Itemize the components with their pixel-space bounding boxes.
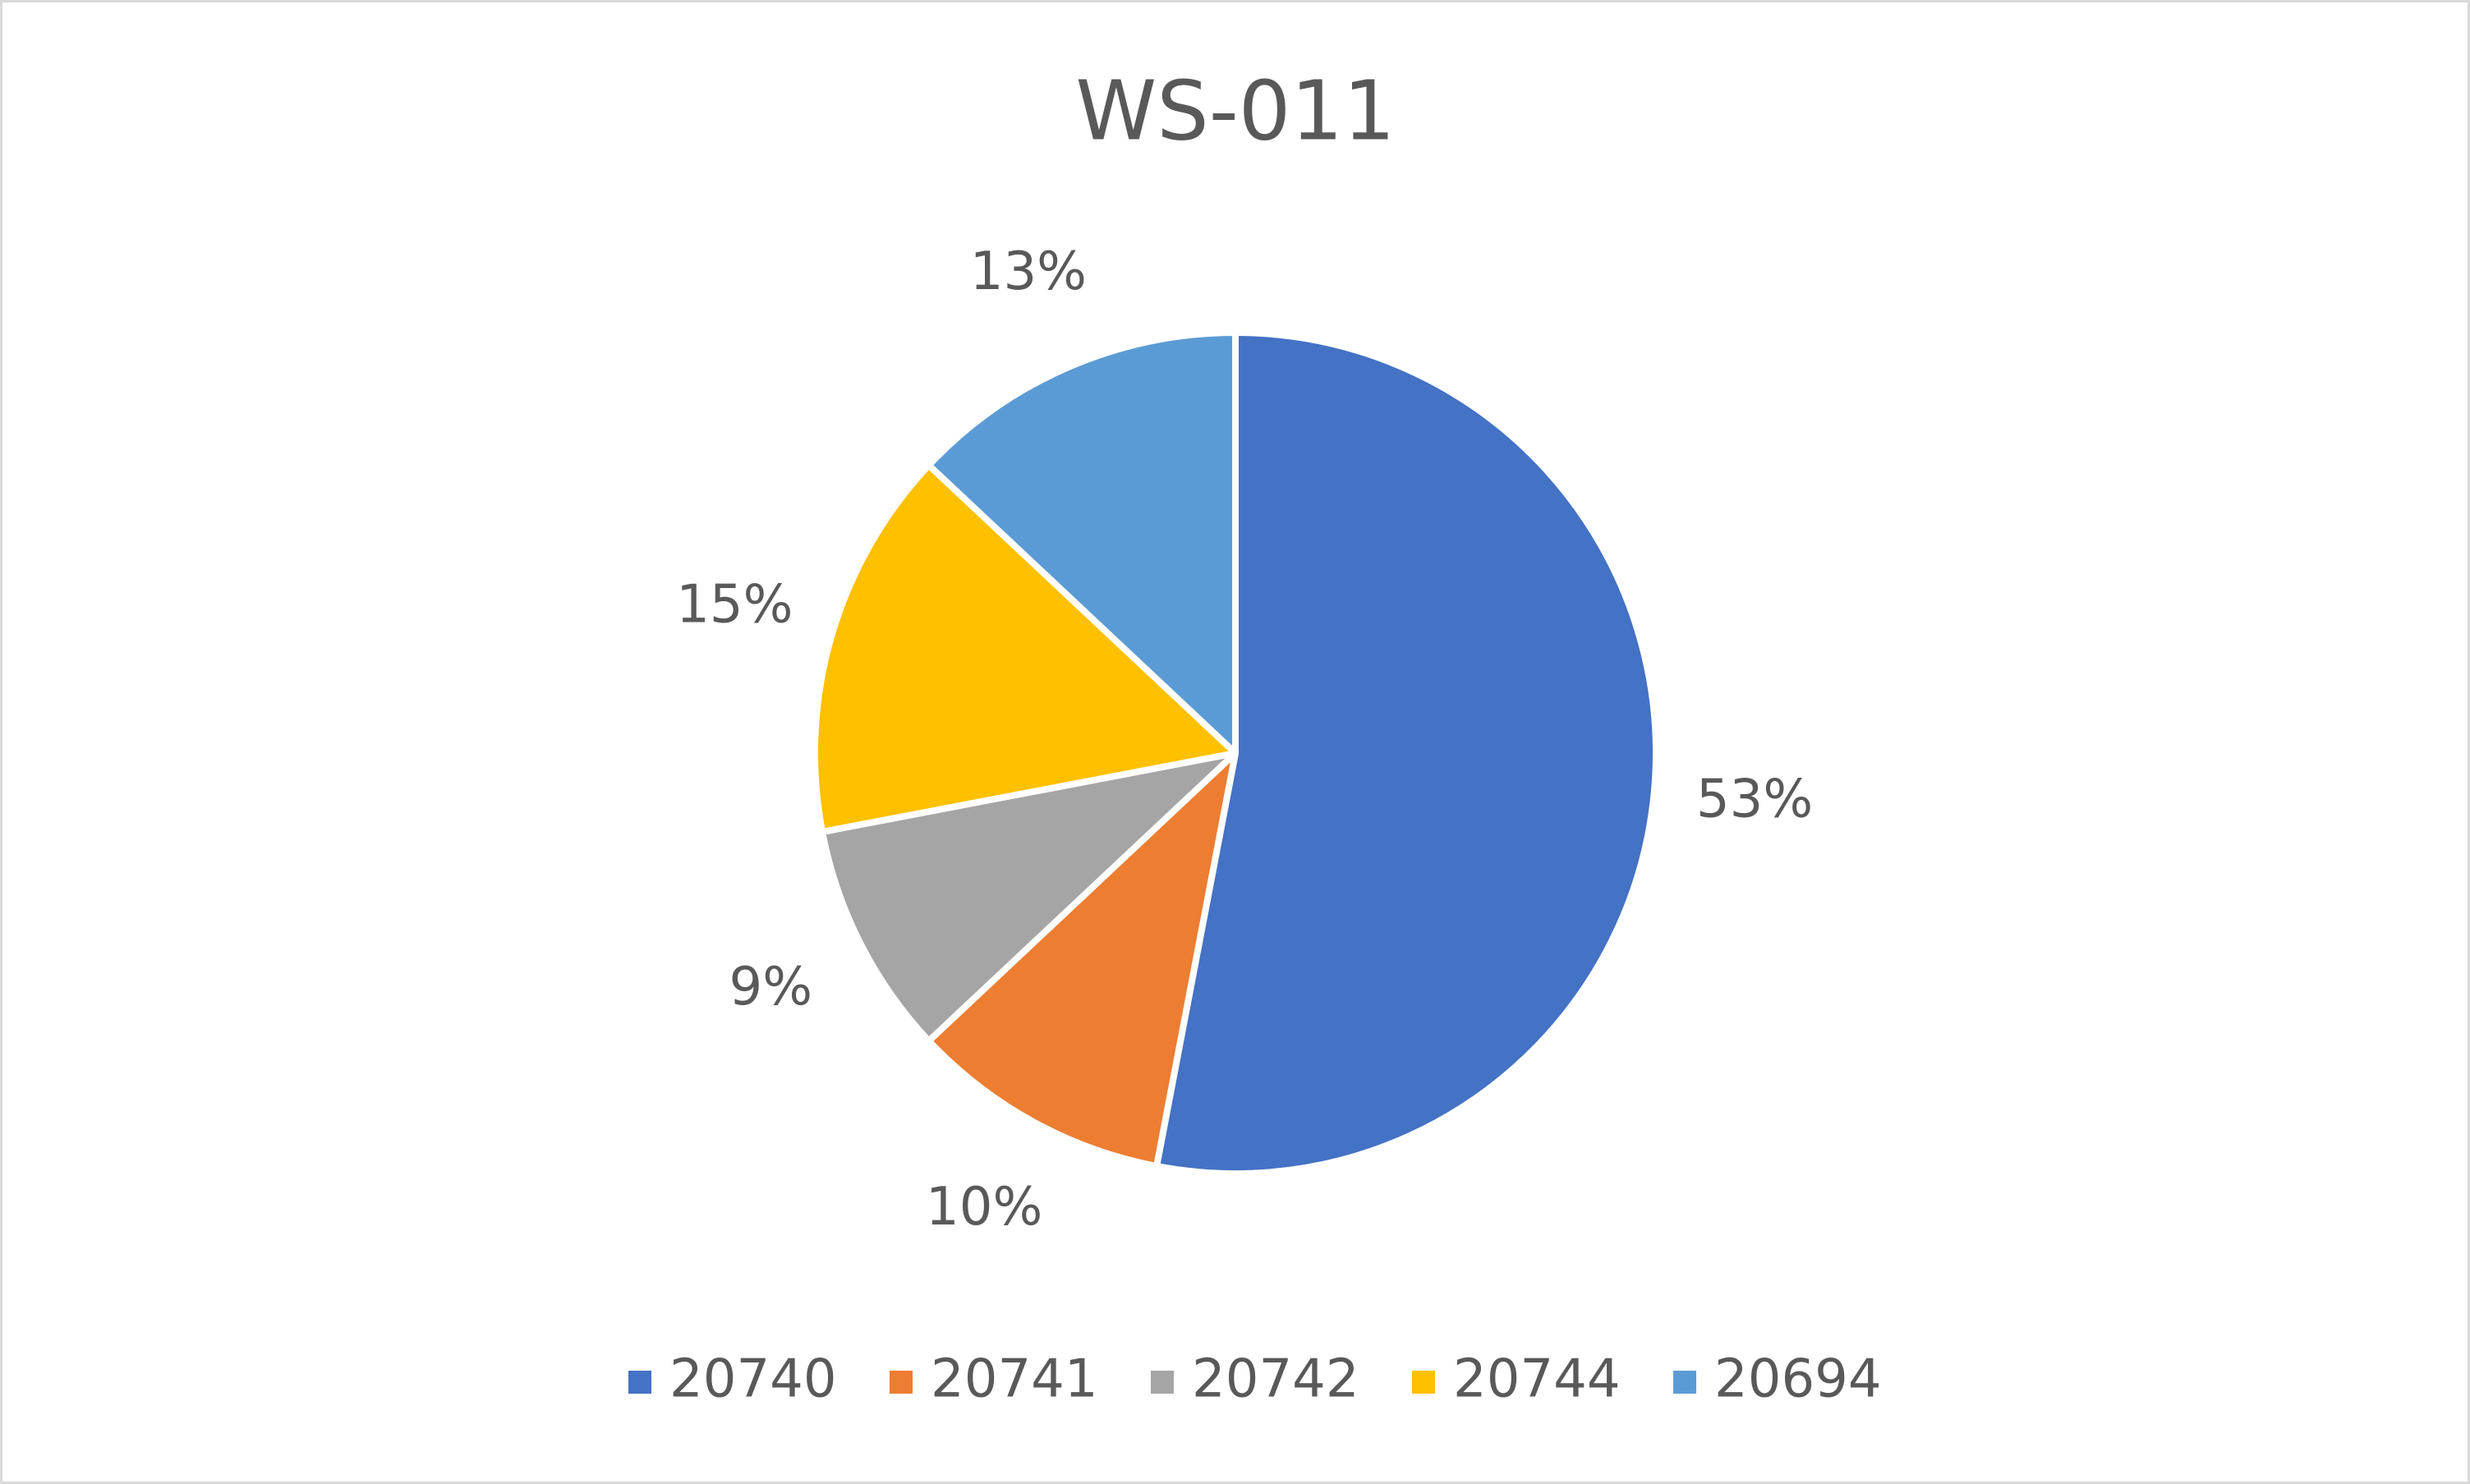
legend-marker (890, 1371, 913, 1394)
legend-marker (1412, 1371, 1435, 1394)
legend-label: 20694 (1714, 1349, 1882, 1410)
legend-label: 20740 (669, 1349, 837, 1410)
legend-marker (628, 1371, 651, 1394)
pie-slice (1153, 329, 1660, 1177)
legend-label: 20741 (931, 1349, 1098, 1410)
pie-slice (925, 329, 1239, 756)
data-label: 53% (1696, 769, 1813, 829)
pie-slice (925, 750, 1239, 1169)
data-label: 9% (729, 957, 813, 1018)
legend: 20740 20741 20742 20744 20694 (628, 1349, 1882, 1410)
data-label: 10% (926, 1177, 1042, 1238)
pie-slice (812, 462, 1239, 835)
legend-label: 20742 (1192, 1349, 1359, 1410)
data-label: 15% (676, 574, 793, 635)
legend-marker (1673, 1371, 1696, 1394)
chart-title: WS-011 (1075, 62, 1395, 159)
data-label: 13% (970, 241, 1087, 302)
legend-marker (1151, 1371, 1174, 1394)
pie: 53% 10% 9% 15% 13% (676, 241, 1813, 1238)
pie-slice (819, 750, 1239, 1045)
legend-label: 20744 (1453, 1349, 1621, 1410)
